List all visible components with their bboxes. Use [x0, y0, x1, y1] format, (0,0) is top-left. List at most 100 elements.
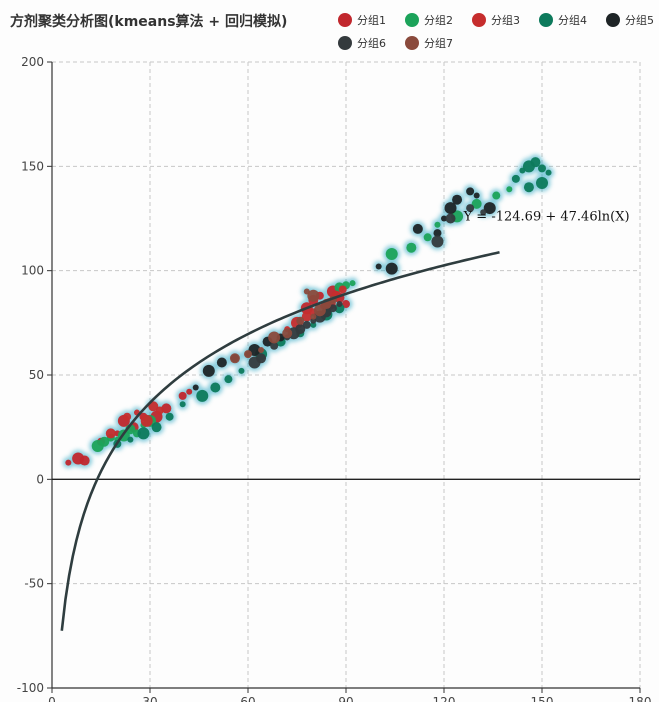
x-tick-label: 180	[629, 695, 652, 702]
data-point	[151, 422, 162, 433]
data-point	[244, 350, 252, 359]
legend-marker	[405, 36, 419, 50]
legend-label: 分组4	[558, 13, 587, 27]
regression-equation: Y = -124.69 + 47.46ln(X)	[463, 210, 630, 225]
data-point	[483, 202, 496, 215]
data-point	[137, 427, 150, 440]
data-point	[480, 209, 487, 216]
y-tick-label: 150	[21, 159, 44, 173]
legend-label: 分组6	[357, 36, 386, 50]
data-point	[229, 353, 240, 364]
data-point	[258, 346, 265, 353]
data-point	[148, 401, 159, 412]
data-point	[310, 321, 317, 328]
data-point	[385, 247, 398, 260]
data-point	[545, 169, 552, 176]
x-tick-label: 90	[338, 695, 353, 702]
legend-marker	[539, 13, 553, 27]
data-point	[302, 320, 311, 329]
axes: 0 30 60 90 120 150 180 -100 -50 0 50 100 150 200	[17, 55, 652, 702]
x-tick-label: 0	[48, 695, 56, 702]
data-point	[406, 242, 417, 253]
data-point	[268, 331, 281, 344]
data-point	[79, 455, 90, 466]
legend-item[interactable]: 分组5	[606, 13, 654, 27]
data-point	[473, 192, 480, 199]
legend-item[interactable]: 分组7	[405, 36, 453, 50]
data-point	[328, 304, 337, 313]
data-point	[270, 341, 279, 350]
legend-label: 分组7	[424, 36, 453, 50]
data-point	[307, 289, 320, 302]
data-point	[216, 357, 227, 368]
data-points	[65, 157, 552, 466]
y-tick-label: 200	[21, 55, 44, 69]
data-point	[375, 263, 382, 270]
data-point	[452, 194, 463, 205]
data-point	[179, 401, 186, 408]
x-tick-label: 120	[433, 695, 456, 702]
data-point	[127, 436, 134, 443]
data-point	[466, 204, 475, 213]
data-point	[433, 229, 442, 238]
data-point	[434, 221, 441, 228]
y-tick-label: 100	[21, 264, 44, 278]
legend-item[interactable]: 分组1	[338, 13, 386, 27]
data-point	[301, 311, 312, 322]
data-point	[105, 428, 116, 439]
data-point	[296, 316, 305, 325]
y-tick-label: -50	[24, 577, 44, 591]
data-point	[412, 223, 423, 234]
legend-item[interactable]: 分组2	[405, 13, 453, 27]
legend-label: 分组5	[625, 13, 654, 27]
data-point	[536, 177, 548, 190]
data-point	[202, 364, 215, 377]
legend-item[interactable]: 分组4	[539, 13, 587, 27]
data-point	[282, 328, 293, 339]
data-point	[334, 303, 345, 314]
legend-label: 分组3	[491, 13, 520, 27]
data-point	[338, 285, 347, 294]
legend-marker	[338, 13, 352, 27]
data-point	[256, 353, 267, 364]
legend-label: 分组1	[357, 13, 386, 27]
legend-marker	[338, 36, 352, 50]
legend-item[interactable]: 分组3	[472, 13, 520, 27]
data-point	[210, 382, 221, 393]
legend-marker	[472, 13, 486, 27]
data-point	[471, 198, 482, 209]
data-point	[349, 280, 356, 287]
data-point	[444, 202, 457, 215]
data-point	[65, 459, 72, 466]
legend-label: 分组2	[424, 13, 453, 27]
data-point	[161, 403, 172, 414]
data-point	[165, 412, 174, 421]
data-point	[140, 414, 153, 427]
data-point	[385, 262, 398, 275]
legend-item[interactable]: 分组6	[338, 36, 386, 50]
legend[interactable]: 分组1 分组2 分组3 分组4 分组5 分组6 分组7	[338, 13, 654, 50]
x-tick-label: 150	[531, 695, 554, 702]
grid	[52, 61, 641, 688]
y-tick-label: 0	[36, 472, 44, 486]
data-point	[342, 300, 350, 309]
data-point	[492, 191, 501, 200]
regression-curve	[60, 251, 500, 631]
data-point	[295, 324, 306, 335]
data-point	[336, 301, 343, 308]
data-point	[224, 375, 233, 384]
data-point	[530, 157, 541, 168]
data-point	[523, 182, 534, 193]
legend-marker	[405, 13, 419, 27]
x-tick-label: 30	[142, 695, 157, 702]
data-point	[310, 313, 317, 320]
data-point	[238, 367, 245, 374]
data-point	[431, 235, 444, 248]
y-tick-label: 50	[29, 368, 44, 382]
x-tick-label: 60	[240, 695, 255, 702]
data-point	[466, 187, 475, 196]
data-point	[423, 233, 432, 242]
data-point	[511, 174, 520, 183]
